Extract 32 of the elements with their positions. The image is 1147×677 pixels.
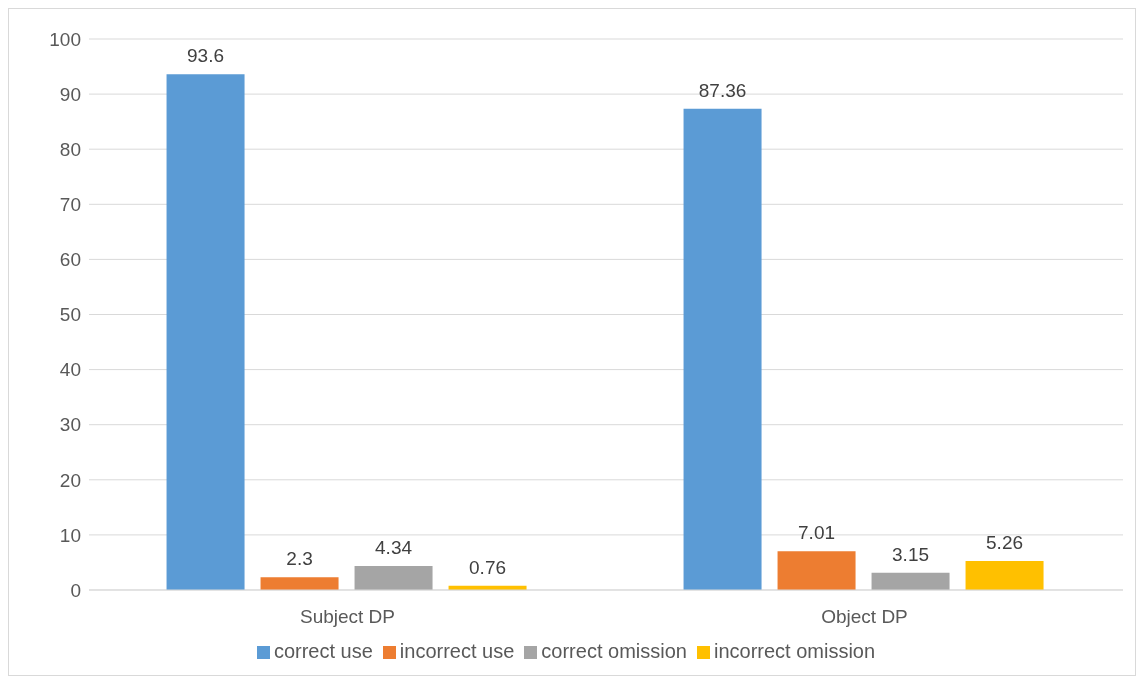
bar xyxy=(683,108,762,590)
y-tick-label: 100 xyxy=(49,28,81,50)
y-tick-label: 40 xyxy=(59,359,81,381)
y-tick-label: 10 xyxy=(59,524,81,546)
data-label: 7.01 xyxy=(798,522,836,544)
bar xyxy=(354,566,433,590)
legend-label: correct use xyxy=(273,640,373,662)
bar xyxy=(871,572,950,590)
legend-label: correct omission xyxy=(541,640,687,662)
legend-label: incorrect use xyxy=(399,640,515,662)
data-label: 93.6 xyxy=(187,45,225,67)
data-label: 4.34 xyxy=(375,537,413,559)
x-tick-label: Object DP xyxy=(821,606,908,628)
y-tick-label: 0 xyxy=(70,579,81,601)
y-tick-label: 60 xyxy=(59,249,81,271)
y-tick-label: 90 xyxy=(59,83,81,105)
legend-label: incorrect omission xyxy=(713,640,876,662)
y-tick-label: 80 xyxy=(59,138,81,160)
data-label: 3.15 xyxy=(892,543,930,565)
x-tick-label: Subject DP xyxy=(299,606,396,628)
y-tick-label: 30 xyxy=(59,414,81,436)
y-tick-label: 70 xyxy=(59,194,81,216)
data-label: 2.3 xyxy=(286,548,313,570)
bar xyxy=(777,551,856,590)
data-label: 0.76 xyxy=(469,556,507,578)
bar xyxy=(166,74,245,590)
data-label: 87.36 xyxy=(698,79,747,101)
y-tick-label: 50 xyxy=(59,304,81,326)
bar xyxy=(260,577,339,590)
y-tick-label: 20 xyxy=(59,469,81,491)
data-label: 5.26 xyxy=(986,532,1024,554)
bar xyxy=(965,561,1044,590)
